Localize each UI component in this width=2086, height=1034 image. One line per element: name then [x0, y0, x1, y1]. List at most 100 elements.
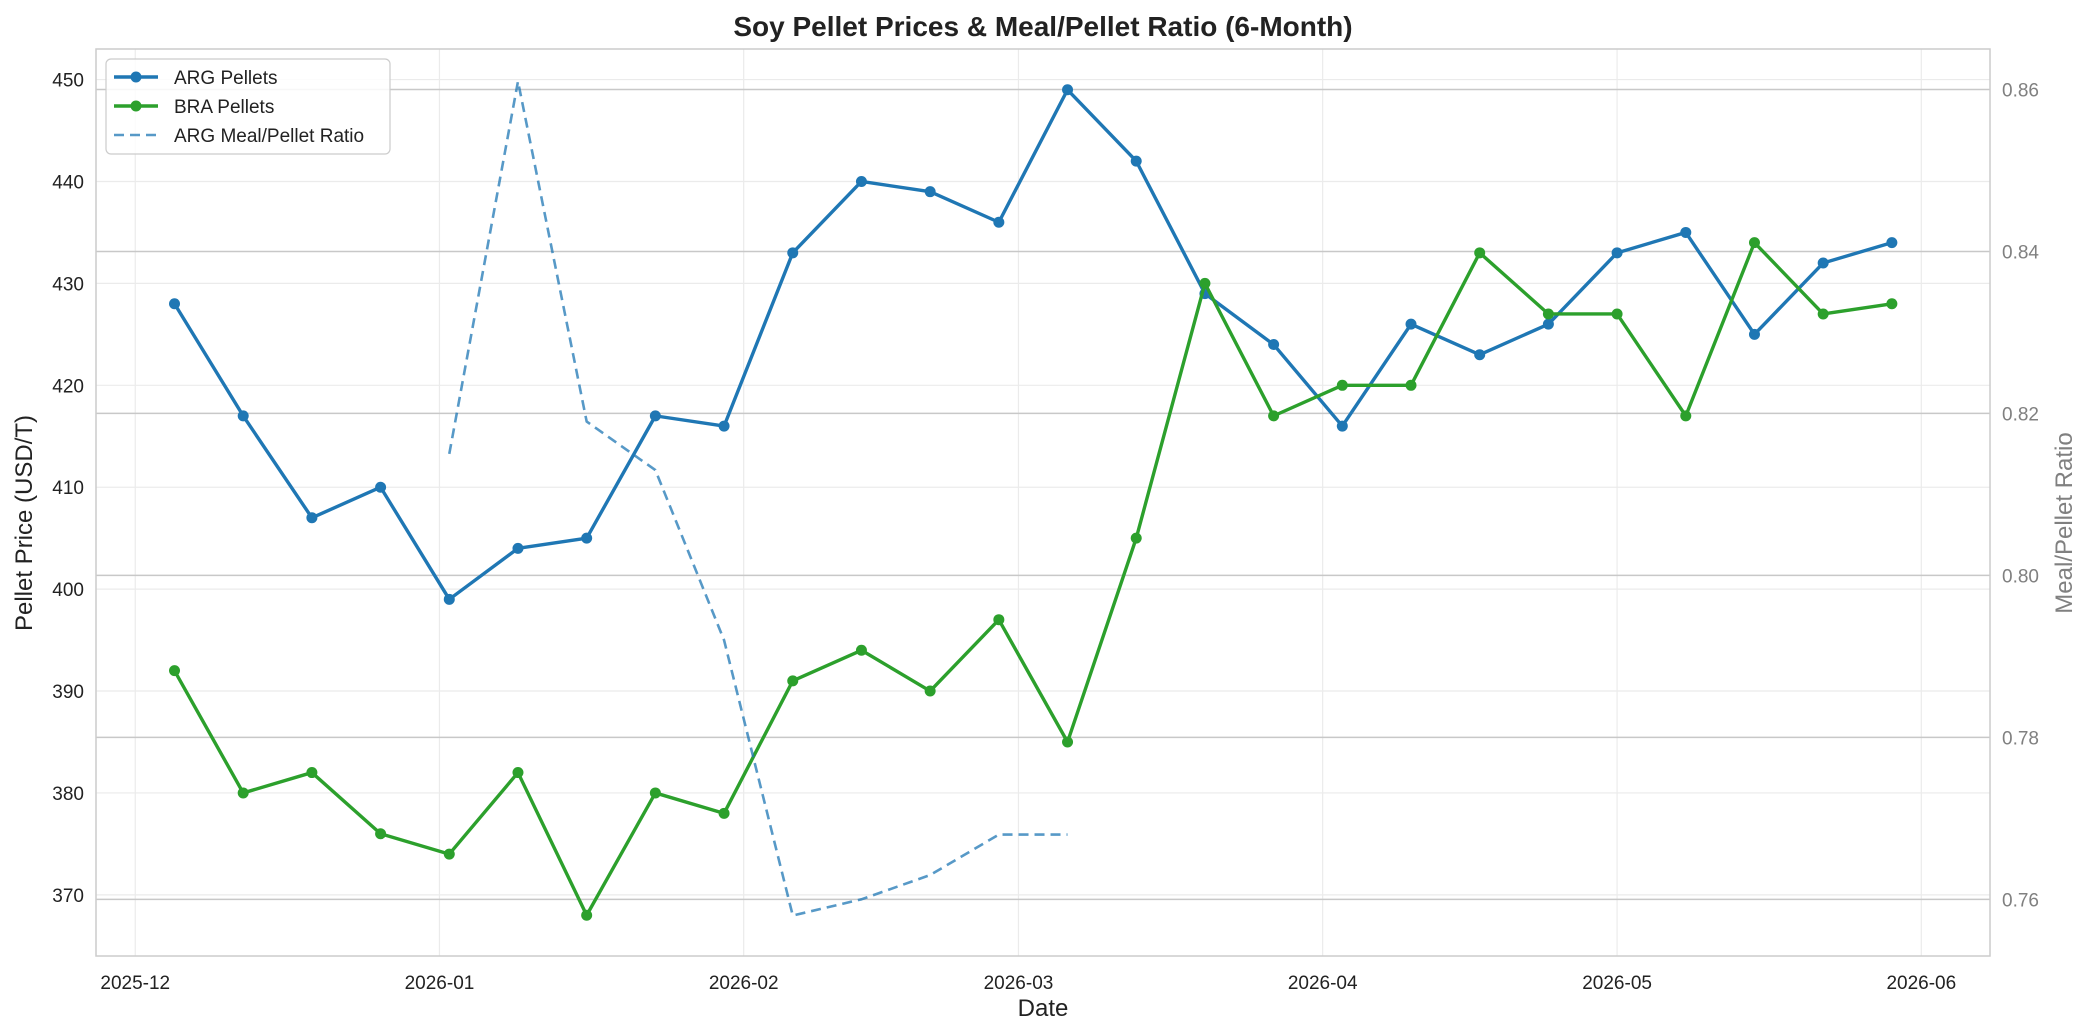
y-tick-label: 410 [52, 478, 84, 499]
data-point [718, 807, 730, 819]
legend-item: BRA Pellets [114, 97, 274, 118]
x-tick-label: 2026-02 [709, 973, 779, 994]
data-point [1542, 308, 1554, 320]
data-point [169, 665, 181, 677]
y-tick-label: 450 [52, 71, 84, 92]
y-axis-label: Pellet Price (USD/T) [11, 415, 38, 631]
x-axis-ticks: 2025-12 2026-01 2026-02 2026-03 2026-04 2026-… [100, 973, 1956, 994]
y-tick-label: 420 [52, 376, 84, 397]
right-tick-label: 0.86 [2002, 80, 2039, 101]
data-point [1336, 379, 1348, 391]
series-arg-pellets [169, 84, 1898, 605]
data-point [512, 767, 524, 779]
data-point [237, 410, 249, 422]
data-point [1611, 247, 1623, 259]
data-point [306, 512, 318, 524]
x-tick-label: 2026-01 [405, 973, 475, 994]
data-point [787, 675, 799, 687]
data-point [1405, 379, 1417, 391]
data-point [1817, 257, 1829, 269]
data-point [1680, 410, 1692, 422]
series-line [448, 80, 1068, 917]
data-point [855, 175, 867, 187]
series-arg-meal-pellet-ratio [448, 80, 1068, 917]
plot-frame [95, 48, 1991, 957]
data-point [1130, 532, 1142, 544]
data-point [1748, 237, 1760, 249]
data-point [1199, 277, 1211, 289]
right-tick-label: 0.80 [2002, 566, 2039, 587]
y-tick-label: 400 [52, 580, 84, 601]
data-point [375, 828, 387, 840]
data-point [1474, 349, 1486, 361]
x-tick-label: 2026-03 [984, 973, 1054, 994]
legend-item: ARG Meal/Pellet Ratio [114, 126, 364, 147]
legend-label: ARG Meal/Pellet Ratio [174, 126, 364, 147]
right-tick-label: 0.84 [2002, 242, 2039, 263]
right-tick-label: 0.76 [2002, 890, 2039, 911]
right-tick-label: 0.78 [2002, 728, 2039, 749]
data-point [1268, 410, 1280, 422]
data-point [924, 186, 936, 198]
y-tick-label: 430 [52, 274, 84, 295]
data-point [993, 216, 1005, 228]
right-axis-label: Meal/Pellet Ratio [2051, 432, 2078, 613]
x-tick-label: 2026-04 [1288, 973, 1358, 994]
data-point [443, 593, 455, 605]
data-point [787, 247, 799, 259]
x-tick-label: 2026-06 [1886, 973, 1956, 994]
legend-marker [130, 71, 142, 83]
data-point [1062, 736, 1074, 748]
right-tick-label: 0.82 [2002, 404, 2039, 425]
data-point [993, 614, 1005, 626]
legend: ARG Pellets BRA Pellets ARG Meal/Pellet Ra… [105, 58, 391, 155]
legend-label: ARG Pellets [174, 68, 277, 89]
data-point [718, 420, 730, 432]
chart-title: Soy Pellet Prices & Meal/Pellet Ratio (6… [733, 11, 1352, 42]
data-point [512, 542, 524, 554]
data-point [649, 787, 661, 799]
right-axis-ticks: 0.76 0.78 0.80 0.82 0.84 0.86 [2002, 80, 2039, 911]
data-point [306, 767, 318, 779]
legend-box [105, 58, 391, 155]
data-point [1474, 247, 1486, 259]
data-point [1336, 420, 1348, 432]
data-point [1062, 84, 1074, 96]
series-bra-pellets [169, 237, 1898, 921]
data-point [1130, 155, 1142, 167]
right-axis-grid [96, 88, 1990, 901]
legend-marker [130, 100, 142, 112]
data-point [1680, 226, 1692, 238]
x-tick-label: 2026-05 [1582, 973, 1652, 994]
data-point [1542, 318, 1554, 330]
data-point [169, 298, 181, 310]
data-point [1817, 308, 1829, 320]
x-tick-label: 2025-12 [100, 973, 170, 994]
series-layer [169, 80, 1898, 921]
series-line [173, 88, 1893, 602]
data-point [649, 410, 661, 422]
data-point [581, 909, 593, 921]
data-point [443, 848, 455, 860]
y-tick-label: 390 [52, 682, 84, 703]
data-point [855, 644, 867, 656]
data-point [1611, 308, 1623, 320]
data-point [1748, 328, 1760, 340]
y-tick-label: 440 [52, 172, 84, 193]
data-point [375, 481, 387, 493]
legend-item: ARG Pellets [114, 68, 277, 89]
legend-label: BRA Pellets [174, 97, 274, 118]
y-tick-label: 380 [52, 784, 84, 805]
data-point [237, 787, 249, 799]
data-point [1886, 237, 1898, 249]
data-point [581, 532, 593, 544]
grid [96, 49, 1990, 956]
series-line [173, 240, 1893, 917]
data-point [1405, 318, 1417, 330]
data-point [924, 685, 936, 697]
y-tick-label: 370 [52, 886, 84, 907]
data-point [1886, 298, 1898, 310]
data-point [1268, 339, 1280, 351]
